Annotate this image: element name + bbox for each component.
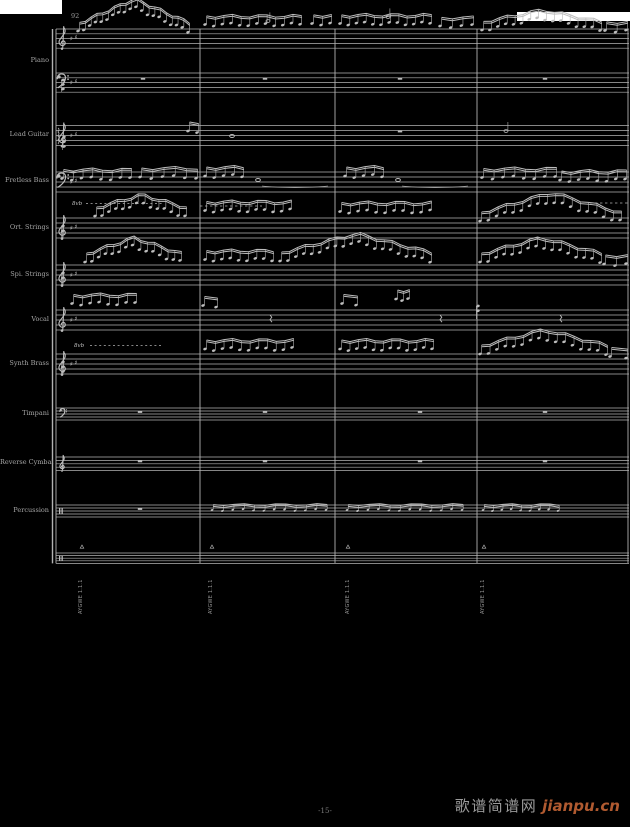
instrument-label-piano: Piano: [30, 56, 49, 64]
notes-vocal: [70, 289, 563, 323]
measure-number: 92: [71, 12, 80, 20]
watermark: 歌谱简谱网 jianpu.cn: [455, 798, 620, 815]
notes-lead-guitar: [57, 121, 509, 150]
instrument-label-percussion: Percussion: [13, 506, 49, 514]
watermark-site-name: 歌谱简谱网: [454, 797, 538, 815]
svg-text:♯: ♯: [75, 178, 78, 185]
notes-spi-strings: [61, 231, 628, 286]
instrument-label-lead-guitar: Lead Guitar: [9, 130, 49, 138]
svg-text:♯: ♯: [75, 360, 78, 367]
svg-text:8vb: 8vb: [74, 343, 85, 349]
notes-percussion: [137, 503, 560, 512]
svg-text:♯: ♯: [75, 131, 78, 138]
notes-timpani: [137, 411, 548, 413]
svg-text:♯: ♯: [75, 271, 78, 278]
svg-text:♯: ♯: [70, 361, 73, 368]
svg-text:♯: ♯: [70, 317, 73, 324]
notes-piano-lh: [61, 77, 548, 93]
page-number: -15-: [318, 807, 332, 815]
instrument-label-reverse-cymbal: Reverse Cymbal: [0, 458, 54, 466]
instrument-label-synth-brass: Synth Brass: [9, 359, 49, 367]
barlines: [51, 29, 629, 564]
measure-marker-text: AYGWE 1.1.1: [345, 579, 351, 614]
measure-marker-text: AYGWE 1.1.1: [480, 579, 486, 614]
svg-text:♯: ♯: [75, 316, 78, 323]
instrument-label-fretless-bass: Fretless Bass: [4, 176, 49, 184]
measure-marker-text: AYGWE 1.1.1: [78, 579, 84, 614]
svg-text:8vb: 8vb: [72, 201, 83, 207]
octave-lines: 8vb 8vb: [72, 201, 162, 349]
notes-fretless-bass: [60, 165, 627, 189]
svg-text:♯: ♯: [70, 272, 73, 279]
svg-text:♯: ♯: [70, 225, 73, 232]
instrument-label-vocal: Vocal: [31, 315, 49, 323]
instrument-label-timpani: Timpani: [22, 409, 49, 417]
notes-marker-staff: [79, 544, 487, 549]
watermark-site-url: jianpu.cn: [542, 797, 620, 815]
notes-piano-rh: [76, 0, 628, 34]
notes-synth-brass: [61, 328, 628, 375]
instrument-label-spi-strings: Spi. Strings: [10, 270, 49, 278]
white-patch-top-left: [0, 0, 62, 14]
measure-marker-text: AYGWE 1.1.1: [208, 579, 214, 614]
notes-reverse-cymbal: [137, 460, 548, 463]
svg-text:♯: ♯: [70, 179, 73, 186]
instrument-label-ort-strings: Ort. Strings: [9, 223, 49, 231]
svg-text:♯: ♯: [70, 133, 73, 140]
svg-text:♯: ♯: [70, 36, 73, 43]
staff-lines: [56, 28, 629, 564]
svg-text:♯: ♯: [75, 224, 78, 231]
svg-text:♯: ♯: [75, 78, 78, 85]
notes-ort-strings: [61, 193, 628, 239]
svg-text:♯: ♯: [75, 34, 78, 41]
clefs: ♯ ♯♯ ♯♯ ♯♯ ♯♯ ♯♯ ♯♯ ♯♯ ♯: [56, 26, 78, 561]
svg-text:♯: ♯: [70, 80, 73, 87]
